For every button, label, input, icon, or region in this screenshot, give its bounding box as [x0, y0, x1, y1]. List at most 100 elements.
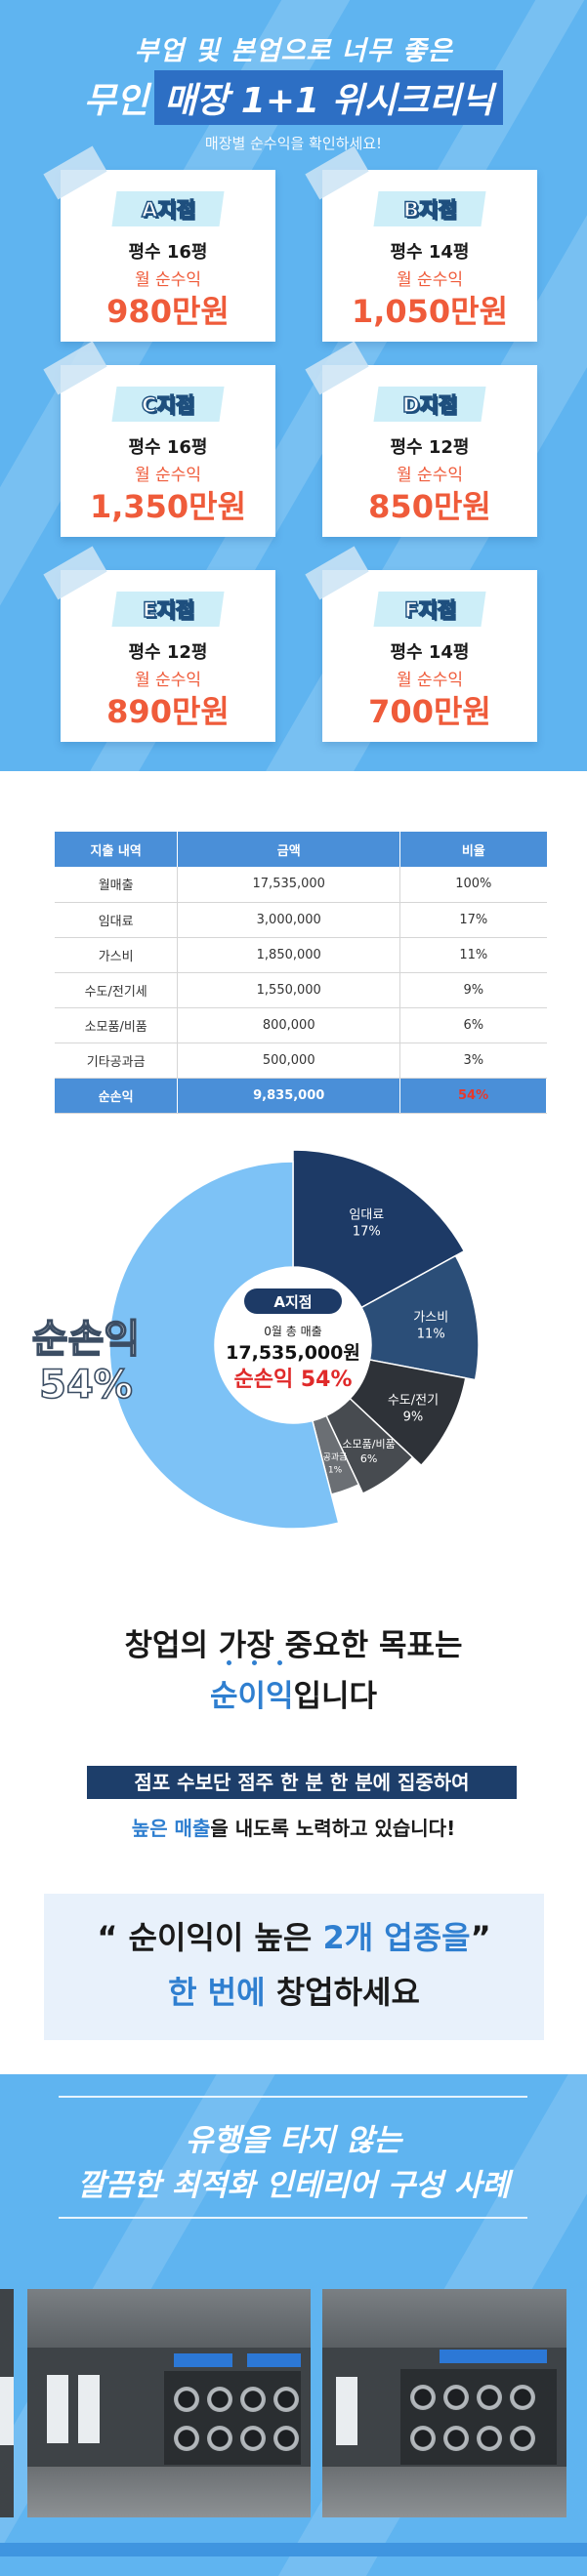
- quote-line-2: 한 번에 창업하세요: [44, 1968, 544, 2013]
- table-cell: 54%: [399, 1078, 547, 1114]
- branch-area: 평수 16평: [128, 242, 208, 263]
- divider: [59, 2096, 527, 2098]
- table-cell: 순손익: [55, 1078, 179, 1114]
- pie-label: 수도/전기: [388, 1394, 439, 1409]
- goal-headline-rest: 입니다: [293, 1679, 378, 1714]
- branch-area: 평수 16평: [128, 437, 208, 458]
- branch-profit-section: 부업 및 본업으로 너무 좋은 무인 매장 1+1 위시크리닉 매장별 순수익을 …: [0, 0, 587, 771]
- table-cell: 1,550,000: [177, 972, 401, 1008]
- quote-highlight: 2개 업종을: [322, 1919, 471, 1956]
- emphasis-dots: [213, 1660, 291, 1668]
- branch-name-badge: F지점: [373, 592, 486, 627]
- table-cell: 1,850,000: [177, 937, 401, 973]
- goal-headline-highlight: 순이익: [209, 1679, 294, 1714]
- interior-photo-2: [322, 2289, 566, 2517]
- quote-line-1: “ 순이익이 높은 2개 업종을”: [44, 1913, 544, 1958]
- table-row: 소모품/비품 800,000 6%: [55, 1007, 547, 1043]
- branch-name-badge: E지점: [111, 592, 225, 627]
- interior-title-1: 유행을 타지 않는: [185, 2123, 402, 2158]
- table-total-row: 순손익 9,835,000 54%: [55, 1078, 547, 1114]
- table-cell: 100%: [399, 867, 547, 903]
- goal-headline-1: 창업의 가장 중요한 목표는: [124, 1628, 463, 1663]
- center-line-3: 순손익 54%: [233, 1368, 352, 1392]
- branch-area: 평수 12평: [128, 642, 208, 663]
- pie-value-label: 17%: [353, 1225, 381, 1240]
- hero-note: 매장별 순수익을 확인하세요!: [204, 135, 383, 152]
- table-row: 가스비 1,850,000 11%: [55, 937, 547, 973]
- branch-area: 평수 12평: [390, 437, 470, 458]
- table-row: 임대료 3,000,000 17%: [55, 902, 547, 938]
- pie-value-label: 6%: [360, 1452, 377, 1465]
- table-cell: 800,000: [177, 1007, 401, 1043]
- branch-profit-label: 월 순수익: [135, 466, 201, 485]
- hero-subtitle: 부업 및 본업으로 너무 좋은: [134, 36, 453, 66]
- sales-statement: 높은 매출을 내도록 노력하고 있습니다!: [0, 1813, 587, 1841]
- branch-card-a: A지점 평수 16평 월 순수익 980만원: [43, 145, 275, 342]
- table-header-cell: 금액: [177, 832, 401, 867]
- pie-label: 소모품/비품: [342, 1438, 395, 1451]
- center-badge: [244, 1288, 342, 1314]
- table-cell: 11%: [399, 937, 547, 973]
- tape-decoration: [43, 145, 107, 200]
- branch-profit-amount: 890만원: [106, 693, 230, 730]
- branch-profit-label: 월 순수익: [397, 671, 463, 690]
- table-header-cell: 지출 내역: [55, 832, 179, 867]
- branch-profit-amount: 1,350만원: [89, 488, 247, 525]
- pie-value-label: 9%: [403, 1411, 424, 1425]
- pie-value-label: 1%: [328, 1465, 343, 1475]
- branch-card-f: F지점 평수 14평 월 순수익 700만원: [305, 546, 537, 742]
- table-cell: 9,835,000: [177, 1078, 401, 1114]
- table-cell: 기타공과금: [55, 1043, 179, 1079]
- branch-profit-amount: 1,050만원: [351, 293, 509, 330]
- tape-decoration: [43, 341, 107, 395]
- branch-name-badge: C지점: [111, 387, 225, 422]
- pie-label: 순손익: [32, 1317, 140, 1362]
- quote-text: ”: [470, 1919, 491, 1956]
- branch-area: 평수 14평: [390, 642, 470, 663]
- branch-profit-label: 월 순수익: [397, 270, 463, 290]
- quote-highlight: 한 번에: [168, 1974, 266, 2011]
- branch-card-d: D지점 평수 12평 월 순수익 850만원: [305, 341, 537, 537]
- table-row: 수도/전기세 1,550,000 9%: [55, 972, 547, 1008]
- branch-name-badge: A지점: [111, 191, 225, 226]
- center-line-2: 17,535,000원: [226, 1342, 360, 1364]
- table-row: 기타공과금 500,000 3%: [55, 1043, 547, 1079]
- table-cell: 17%: [399, 902, 547, 938]
- branch-name-badge: D지점: [373, 387, 486, 422]
- expense-table: 지출 내역 금액 비율 월매출 17,535,000 100% 임대료 3,000,0…: [55, 832, 547, 1114]
- branch-profit-amount: 980만원: [106, 293, 230, 330]
- center-line-1: 0월 총 매출: [264, 1325, 321, 1338]
- profit-pie-chart: 임대료 17% 가스비 11% 수도/전기 9% 소모품/비품 6% 공과금 1% 순손익 54% A지…: [0, 1123, 587, 1581]
- tape-decoration: [305, 145, 369, 200]
- branch-card-e: E지점 평수 12평 월 순수익 890만원: [43, 546, 275, 742]
- table-cell: 17,535,000: [177, 867, 401, 903]
- sales-rest: 을 내도록 노력하고 있습니다!: [210, 1817, 456, 1840]
- table-cell: 가스비: [55, 937, 179, 973]
- hero-title-boxed: 매장 1+1 위시크리닉: [154, 70, 504, 125]
- table-cell: 3,000,000: [177, 902, 401, 938]
- table-cell: 9%: [399, 972, 547, 1008]
- quote-box: “ 순이익이 높은 2개 업종을” 한 번에 창업하세요: [44, 1894, 544, 2040]
- interior-title-2: 깔끔한 최적화 인테리어 구성 사례: [77, 2168, 510, 2203]
- table-cell: 3%: [399, 1043, 547, 1079]
- table-cell: 월매출: [55, 867, 179, 903]
- table-header-cell: 비율: [399, 832, 547, 867]
- branch-profit-label: 월 순수익: [397, 466, 463, 485]
- hero-title-plain: 무인: [83, 81, 149, 121]
- bottom-strip: [0, 2543, 587, 2556]
- branch-profit-amount: 700만원: [368, 693, 491, 730]
- sales-highlight: 높은 매출: [131, 1817, 211, 1840]
- branch-profit-label: 월 순수익: [135, 671, 201, 690]
- branch-name-badge: B지점: [373, 191, 486, 226]
- pie-value-label: 54%: [39, 1363, 133, 1408]
- goal-headline-2: 순이익입니다: [0, 1671, 587, 1715]
- table-cell: 수도/전기세: [55, 972, 179, 1008]
- branch-profit-label: 월 순수익: [135, 270, 201, 290]
- table-cell: 임대료: [55, 902, 179, 938]
- pie-value-label: 11%: [417, 1328, 445, 1342]
- table-cell: 6%: [399, 1007, 547, 1043]
- table-row: 월매출 17,535,000 100%: [55, 867, 547, 903]
- branch-card-b: B지점 평수 14평 월 순수익 1,050만원: [305, 145, 537, 342]
- table-cell: 소모품/비품: [55, 1007, 179, 1043]
